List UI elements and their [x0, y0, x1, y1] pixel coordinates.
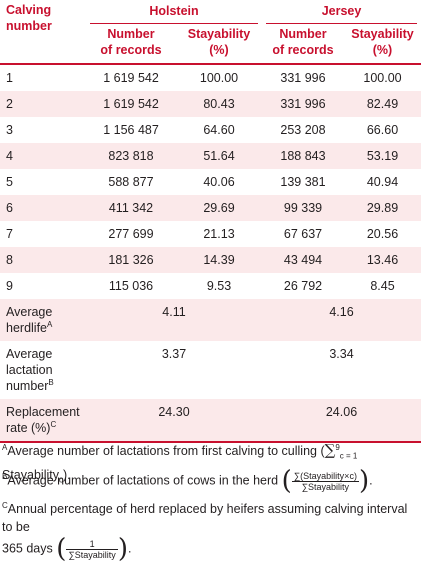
holstein-stayability-cell: 40.06 — [203, 175, 235, 189]
calving-number-cell: 5 — [6, 175, 13, 189]
column-header-calving-number: Calving number — [0, 0, 86, 65]
holstein-records-cell: 823 818 — [86, 143, 176, 169]
jersey-stayability-cell: 66.60 — [366, 123, 399, 137]
row-label: Average lactation numberB — [6, 347, 54, 393]
calving-number-cell: 4 — [0, 143, 86, 169]
table-row: 8 181 326 14.39 43 494 13.46 — [0, 247, 421, 273]
jersey-records-cell: 331 996 — [280, 71, 326, 85]
holstein-records-cell: 1 156 487 — [103, 123, 159, 137]
jersey-stayability-cell: 13.46 — [344, 247, 421, 273]
holstein-records-cell: 588 877 — [108, 175, 154, 189]
jersey-stayability-cell: 40.94 — [366, 175, 399, 189]
jersey-records-cell: 188 843 — [262, 143, 344, 169]
column-header-jersey-stayability: Stayability (%) — [344, 24, 421, 65]
table-row: 1 1 619 542 100.00 331 996 100.00 — [0, 64, 421, 91]
jersey-records-cell: 99 339 — [262, 195, 344, 221]
jersey-records-cell: 253 208 — [280, 123, 326, 137]
jersey-stayability-cell: 82.49 — [344, 91, 421, 117]
holstein-records-cell: 1 619 542 — [86, 91, 176, 117]
calving-number-cell: 1 — [6, 71, 13, 85]
jersey-records-cell: 67 637 — [283, 227, 323, 241]
holstein-stayability-cell: 14.39 — [176, 247, 262, 273]
footnote-c: CAnnual percentage of herd replaced by h… — [2, 500, 408, 564]
holstein-records-cell: 181 326 — [86, 247, 176, 273]
calving-number-cell: 6 — [0, 195, 86, 221]
jersey-herdlife: 4.16 — [262, 299, 421, 341]
table-row-replacement-rate: Replacement rate (%)C 24.30 24.06 — [0, 399, 421, 443]
calving-number-cell: 2 — [0, 91, 86, 117]
holstein-records-cell: 277 699 — [108, 227, 154, 241]
table-row: 7 277 699 21.13 67 637 20.56 — [0, 221, 421, 247]
calving-number-cell: 8 — [0, 247, 86, 273]
calving-number-cell: 9 — [6, 279, 13, 293]
table-row: 9 115 036 9.53 26 792 8.45 — [0, 273, 421, 299]
holstein-replacement: 24.30 — [86, 399, 262, 443]
jersey-records-cell: 331 996 — [262, 91, 344, 117]
column-header-jersey-records: Number of records — [262, 24, 344, 65]
footnote-b: BAverage number of lactations of cows in… — [2, 466, 373, 496]
holstein-stayability-cell: 64.60 — [203, 123, 235, 137]
holstein-records-cell: 1 619 542 — [103, 71, 159, 85]
jersey-stayability-cell: 100.00 — [363, 71, 402, 85]
holstein-stayability-cell: 9.53 — [206, 279, 232, 293]
footnote-a: AAverage number of lactations from first… — [2, 441, 358, 484]
column-header-holstein-stayability: Stayability (%) — [176, 24, 262, 65]
row-label: Average herdlifeA — [0, 299, 86, 341]
jersey-replacement: 24.06 — [262, 399, 421, 443]
holstein-stayability-cell: 51.64 — [176, 143, 262, 169]
holstein-stayability-cell: 29.69 — [176, 195, 262, 221]
group-header-jersey: Jersey — [262, 0, 421, 24]
jersey-stayability-cell: 53.19 — [344, 143, 421, 169]
table-row-average-herdlife: Average herdlifeA 4.11 4.16 — [0, 299, 421, 341]
table-row: 5 588 877 40.06 139 381 40.94 — [0, 169, 421, 195]
table-row: 3 1 156 487 64.60 253 208 66.60 — [0, 117, 421, 143]
holstein-records-cell: 411 342 — [86, 195, 176, 221]
row-label: Replacement rate (%)C — [0, 399, 86, 443]
jersey-stayability-cell: 8.45 — [370, 279, 395, 293]
calving-number-cell: 7 — [6, 227, 13, 241]
holstein-stayability-cell: 21.13 — [203, 227, 235, 241]
holstein-stayability-cell: 100.00 — [199, 71, 239, 85]
table-row: 4 823 818 51.64 188 843 53.19 — [0, 143, 421, 169]
stayability-table: Calving number Holstein Jersey Number of … — [0, 0, 421, 443]
holstein-stayability-cell: 80.43 — [176, 91, 262, 117]
jersey-records-cell: 139 381 — [280, 175, 326, 189]
holstein-lactation: 3.37 — [161, 347, 187, 361]
table-row: 6 411 342 29.69 99 339 29.89 — [0, 195, 421, 221]
jersey-records-cell: 26 792 — [283, 279, 323, 293]
calving-number-cell: 3 — [6, 123, 13, 137]
jersey-records-cell: 43 494 — [262, 247, 344, 273]
jersey-lactation: 3.34 — [329, 347, 354, 361]
table-row-average-lactation: Average lactation numberB 3.37 3.34 — [0, 341, 421, 399]
holstein-herdlife: 4.11 — [86, 299, 262, 341]
group-header-holstein: Holstein — [86, 0, 262, 24]
holstein-records-cell: 115 036 — [108, 279, 154, 293]
column-header-holstein-records: Number of records — [86, 24, 176, 65]
jersey-stayability-cell: 20.56 — [366, 227, 399, 241]
jersey-stayability-cell: 29.89 — [344, 195, 421, 221]
